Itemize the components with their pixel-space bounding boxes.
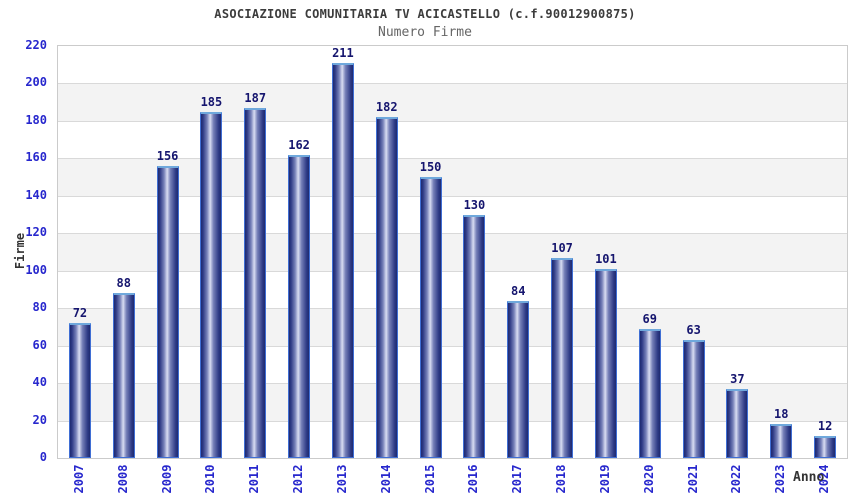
bar-value-label: 150 bbox=[419, 160, 442, 175]
x-tick-label: 2021 bbox=[685, 464, 700, 494]
x-tick-label: 2008 bbox=[115, 464, 130, 494]
bar-value-label: 84 bbox=[511, 283, 526, 298]
bar-2018 bbox=[551, 257, 574, 458]
y-tick-label: 100 bbox=[25, 262, 47, 277]
plot-area: 72 88 156 185 187 162 211 182 150 130 84 107 101 69 63… bbox=[57, 45, 848, 459]
x-tick-label: 2018 bbox=[554, 464, 569, 494]
bar-2024 bbox=[814, 435, 837, 458]
x-tick-label: 2012 bbox=[291, 464, 306, 494]
y-tick-label: 0 bbox=[39, 450, 47, 464]
gridline bbox=[58, 308, 847, 310]
y-tick-label: 120 bbox=[25, 225, 47, 240]
x-tick-label: 2015 bbox=[422, 464, 437, 494]
bar-2012 bbox=[288, 154, 311, 458]
gridline bbox=[58, 420, 847, 422]
bar-value-label: 162 bbox=[288, 137, 310, 152]
bar-2020 bbox=[638, 328, 661, 458]
y-tick-label: 80 bbox=[32, 300, 47, 315]
plot-band bbox=[58, 233, 847, 271]
bar-2017 bbox=[507, 300, 530, 458]
bar-value-label: 130 bbox=[463, 197, 486, 212]
gridline bbox=[58, 120, 847, 122]
bar-2009 bbox=[156, 165, 179, 458]
bar-value-label: 88 bbox=[116, 276, 131, 291]
gridline bbox=[58, 345, 847, 347]
plot-band bbox=[58, 308, 847, 346]
gridline bbox=[58, 83, 847, 85]
plot-band bbox=[58, 83, 847, 121]
x-tick-label: 2007 bbox=[71, 464, 86, 494]
x-tick-label: 2019 bbox=[597, 464, 612, 494]
bar-value-label: 69 bbox=[642, 311, 657, 326]
chart-subtitle: Numero Firme bbox=[378, 25, 472, 40]
plot-band bbox=[58, 158, 847, 196]
y-tick-label: 20 bbox=[32, 412, 47, 427]
x-tick-label: 2013 bbox=[334, 464, 349, 494]
x-tick-label: 2022 bbox=[729, 464, 744, 494]
y-tick-label: 180 bbox=[25, 112, 47, 127]
bar-2022 bbox=[726, 388, 749, 458]
x-tick-label: 2010 bbox=[203, 464, 218, 494]
x-tick-label: 2014 bbox=[378, 464, 393, 494]
bar-2010 bbox=[200, 111, 223, 458]
bar-2014 bbox=[375, 117, 398, 458]
x-tick-label: 2011 bbox=[247, 464, 262, 494]
bar-2023 bbox=[770, 424, 793, 458]
y-tick-label: 60 bbox=[32, 337, 47, 352]
y-tick-label: 220 bbox=[25, 38, 47, 52]
x-tick-label: 2017 bbox=[510, 464, 525, 494]
bar-value-label: 182 bbox=[375, 100, 398, 115]
bar-value-label: 185 bbox=[200, 94, 223, 109]
y-tick-label: 40 bbox=[32, 375, 47, 390]
y-tick-label: 200 bbox=[25, 75, 47, 90]
gridline bbox=[58, 158, 847, 160]
bar-value-label: 101 bbox=[595, 251, 617, 266]
bar-2015 bbox=[419, 177, 442, 458]
bar-value-label: 107 bbox=[551, 240, 573, 255]
plot-band bbox=[58, 383, 847, 421]
bar-value-label: 37 bbox=[730, 371, 745, 386]
bar-value-label: 211 bbox=[332, 45, 354, 60]
gridline bbox=[58, 383, 847, 385]
chart-title: ASOCIAZIONE COMUNITARIA TV ACICASTELLO (… bbox=[214, 7, 636, 21]
bar-2016 bbox=[463, 214, 486, 458]
gridline bbox=[58, 195, 847, 197]
gridline bbox=[58, 233, 847, 235]
bar-value-label: 156 bbox=[156, 148, 179, 163]
y-tick-label: 160 bbox=[25, 150, 47, 165]
bar-value-label: 63 bbox=[686, 323, 701, 338]
y-tick-label: 140 bbox=[25, 187, 47, 202]
bar-2008 bbox=[112, 293, 135, 458]
x-tick-label: 2016 bbox=[466, 464, 481, 494]
x-tick-label: 2023 bbox=[773, 464, 788, 494]
x-tick-label: 2009 bbox=[159, 464, 174, 494]
bar-2013 bbox=[331, 62, 354, 458]
bar-value-label: 72 bbox=[72, 306, 88, 321]
gridline bbox=[58, 270, 847, 272]
bar-value-label: 12 bbox=[817, 418, 833, 433]
bar-value-label: 187 bbox=[244, 90, 267, 105]
x-axis-title: Anno bbox=[793, 470, 825, 485]
bar-2007 bbox=[68, 323, 91, 458]
bar-value-label: 18 bbox=[774, 407, 789, 422]
bar-2019 bbox=[594, 268, 617, 458]
bar-2021 bbox=[682, 340, 705, 458]
bar-2011 bbox=[244, 107, 267, 458]
x-tick-label: 2020 bbox=[641, 464, 656, 494]
